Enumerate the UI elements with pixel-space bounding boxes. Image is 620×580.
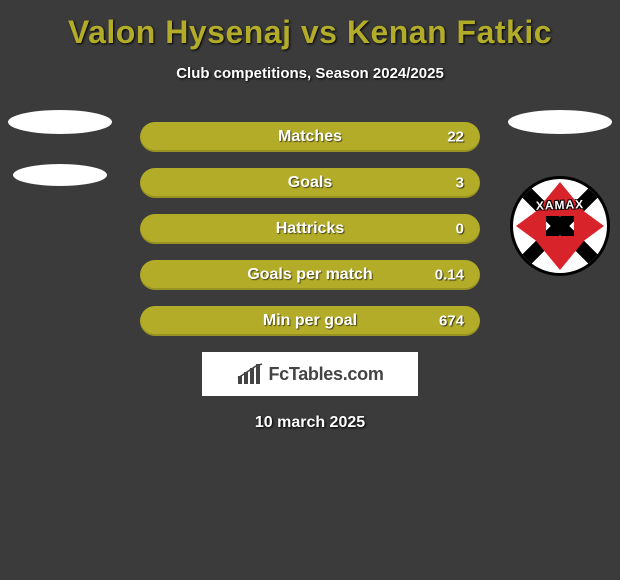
subtitle: Club competitions, Season 2024/2025 [0,65,620,82]
stat-label: Min per goal [263,312,357,330]
stat-row: Goals 3 [140,168,480,198]
stat-value: 674 [439,313,464,330]
right-player-column: XAMAX [500,110,620,276]
club-logo-placeholder [13,164,107,186]
club-logo: XAMAX [510,176,610,276]
comparison-card: Valon Hysenaj vs Kenan Fatkic Club compe… [0,0,620,580]
brand-box: FcTables.com [202,352,418,396]
stats-bars: Matches 22 Goals 3 Hattricks 0 Goals per… [140,122,480,336]
stat-value: 0.14 [435,267,464,284]
stat-row: Goals per match 0.14 [140,260,480,290]
stat-value: 3 [456,175,464,192]
player-avatar-placeholder [508,110,612,134]
stat-label: Goals per match [247,266,372,284]
stat-label: Hattricks [276,220,344,238]
stat-value: 0 [456,221,464,238]
brand-name: FcTables.com [268,364,383,385]
left-player-column [0,110,120,216]
stat-label: Matches [278,128,342,146]
date: 10 march 2025 [0,414,620,432]
stat-row: Hattricks 0 [140,214,480,244]
stat-value: 22 [447,129,464,146]
page-title: Valon Hysenaj vs Kenan Fatkic [0,0,620,51]
stat-row: Matches 22 [140,122,480,152]
content: XAMAX Matches 22 Goals 3 Hattricks 0 Goa… [0,122,620,432]
player-avatar-placeholder [8,110,112,134]
stat-row: Min per goal 674 [140,306,480,336]
chart-icon [236,362,264,386]
stat-label: Goals [288,174,332,192]
